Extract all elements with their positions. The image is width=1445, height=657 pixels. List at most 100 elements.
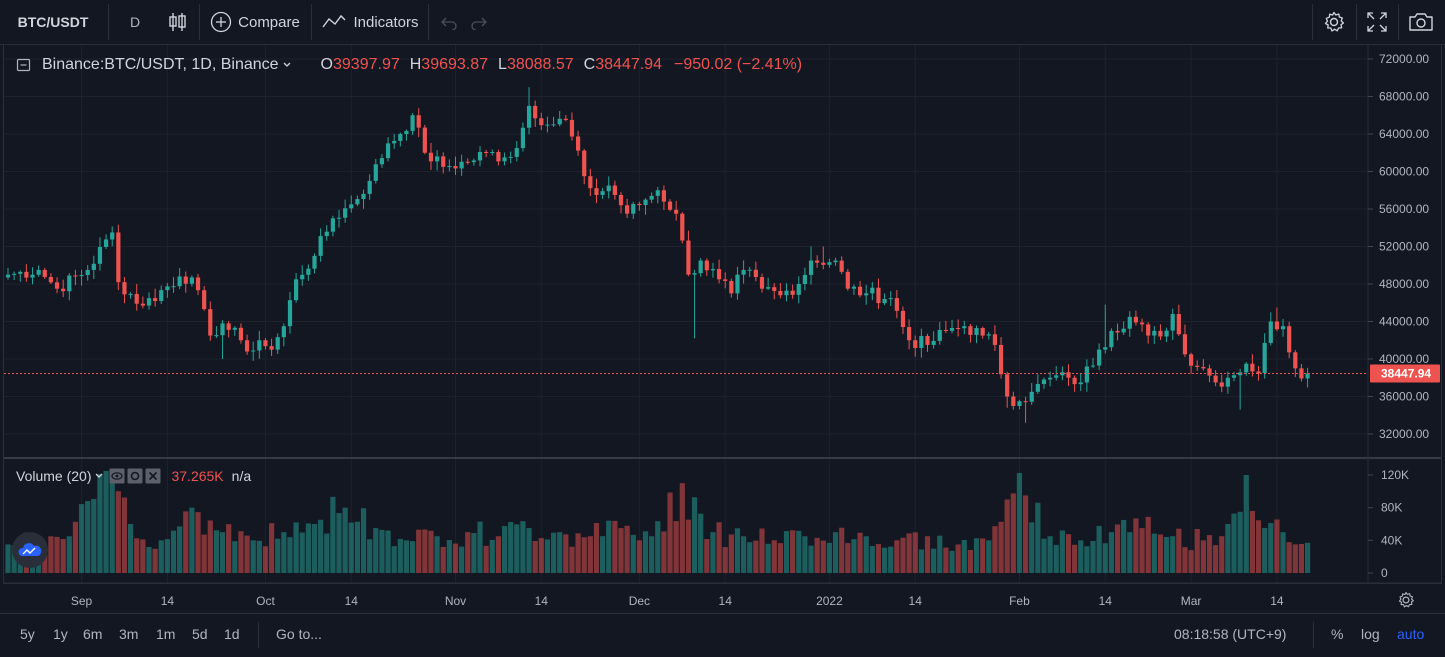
last-price-label: 38447.94 [1381,367,1431,381]
time-axis[interactable]: Sep 14 Oct 14 Nov 14 Dec 14 2022 14 Feb 14 Mar 14 [71,594,1284,608]
volume-bar [287,537,293,573]
volume-bar [207,520,213,573]
candle-body [343,208,348,218]
volume-bar [649,536,655,573]
candle-body [943,329,948,331]
volume-bar [1059,530,1065,573]
volume-bar [477,521,483,573]
range-5d-button[interactable]: 5d [192,626,208,642]
volume-bar [1255,520,1262,573]
time-axis-settings-icon[interactable] [1396,590,1416,610]
volume-bar [1047,536,1053,573]
volume-bar [158,540,164,573]
candle-body [471,160,476,163]
symbol-button[interactable]: BTC/USDT [17,14,89,30]
volume-bar [728,534,734,573]
candle-body [649,195,654,200]
bottom-divider [1313,622,1314,648]
volume-bar [1237,511,1243,573]
range-6m-button[interactable]: 6m [83,626,103,642]
volume-bars-group [5,470,1311,573]
candle-body [1048,377,1053,380]
time-tick-label: 14 [909,594,923,608]
candle-body [257,340,262,351]
volume-bar [201,534,207,573]
volume-bar [409,541,416,573]
range-1y-button[interactable]: 1y [53,626,68,642]
candle-body [392,140,397,144]
tradingview-logo[interactable] [12,532,48,568]
candle-body [594,188,599,195]
eye-icon[interactable] [109,468,125,484]
redo-button[interactable] [466,0,492,44]
settings-small-icon[interactable] [127,468,143,484]
range-1d-button[interactable]: 1d [224,626,240,642]
time-tick-label: Sep [71,594,93,608]
candle-body [784,290,789,296]
compare-button[interactable]: Compare [206,0,304,44]
candle-body [643,199,648,206]
candle-body [312,255,317,269]
candle-body [894,298,899,311]
candle-body [134,293,139,304]
candle-body [1029,391,1034,402]
volume-bar [783,531,790,573]
volume-bar [1206,535,1213,573]
range-3m-button[interactable]: 3m [119,626,139,642]
range-1m-button[interactable]: 1m [156,626,176,642]
chevron-down-icon[interactable] [93,471,105,481]
candle-body [575,136,581,151]
range-5y-button[interactable]: 5y [20,626,35,642]
volume-bar [471,533,477,573]
main-legend: Binance:BTC/USDT, 1D, Binance O 39397.97… [16,54,802,76]
volume-bar [612,520,618,573]
volume-axis[interactable]: 120K 80K 40K 0 [1368,468,1409,580]
candle-body [238,327,244,341]
settings-button[interactable] [1316,0,1352,44]
undo-button[interactable] [436,0,462,44]
candle-body [802,274,807,284]
percent-toggle[interactable]: % [1331,626,1344,642]
volume-bar [85,501,91,573]
candle-body [1207,368,1212,376]
volume-bar [1084,546,1090,573]
last-price-badge [1370,364,1440,383]
candle-body [839,260,844,272]
candle-body [612,185,617,196]
indicators-button[interactable]: Indicators [318,0,422,44]
volume-bar [722,547,728,573]
auto-toggle[interactable]: auto [1397,626,1425,642]
price-tick-label: 48000.00 [1379,277,1429,291]
candle-body [330,218,335,232]
candle-body [1011,396,1016,406]
goto-button[interactable]: Go to... [276,626,322,642]
symbol-title[interactable]: Binance:BTC/USDT, 1D, Binance [42,56,279,73]
candle-body [698,260,703,274]
interval-button[interactable]: D [129,14,141,30]
volume-bar [550,532,557,573]
chart-style-button[interactable] [160,0,196,44]
candle-body [704,260,709,271]
candle-body [949,328,955,331]
volume-title[interactable]: Volume (20) [16,468,92,484]
volume-bar [1163,537,1170,573]
close-icon[interactable] [145,468,161,484]
volume-bar [912,532,918,573]
candle-body [54,282,60,289]
candle-body [18,271,23,274]
screenshot-button[interactable] [1401,0,1441,44]
log-toggle[interactable]: log [1361,626,1380,642]
volume-bar [354,521,361,573]
collapse-legend-icon[interactable] [16,57,32,73]
candle-body [1158,330,1163,337]
fullscreen-button[interactable] [1359,0,1395,44]
volume-bar [1029,522,1035,573]
volume-bar [826,542,833,573]
candle-body [24,271,29,278]
volume-bar [894,540,900,573]
chevron-down-icon[interactable] [281,60,293,70]
price-axis[interactable]: 72000.00 68000.00 64000.00 60000.00 56000.00… [1368,52,1429,441]
clock-label[interactable]: 08:18:58 (UTC+9) [1174,626,1287,642]
candle-body [73,275,78,277]
